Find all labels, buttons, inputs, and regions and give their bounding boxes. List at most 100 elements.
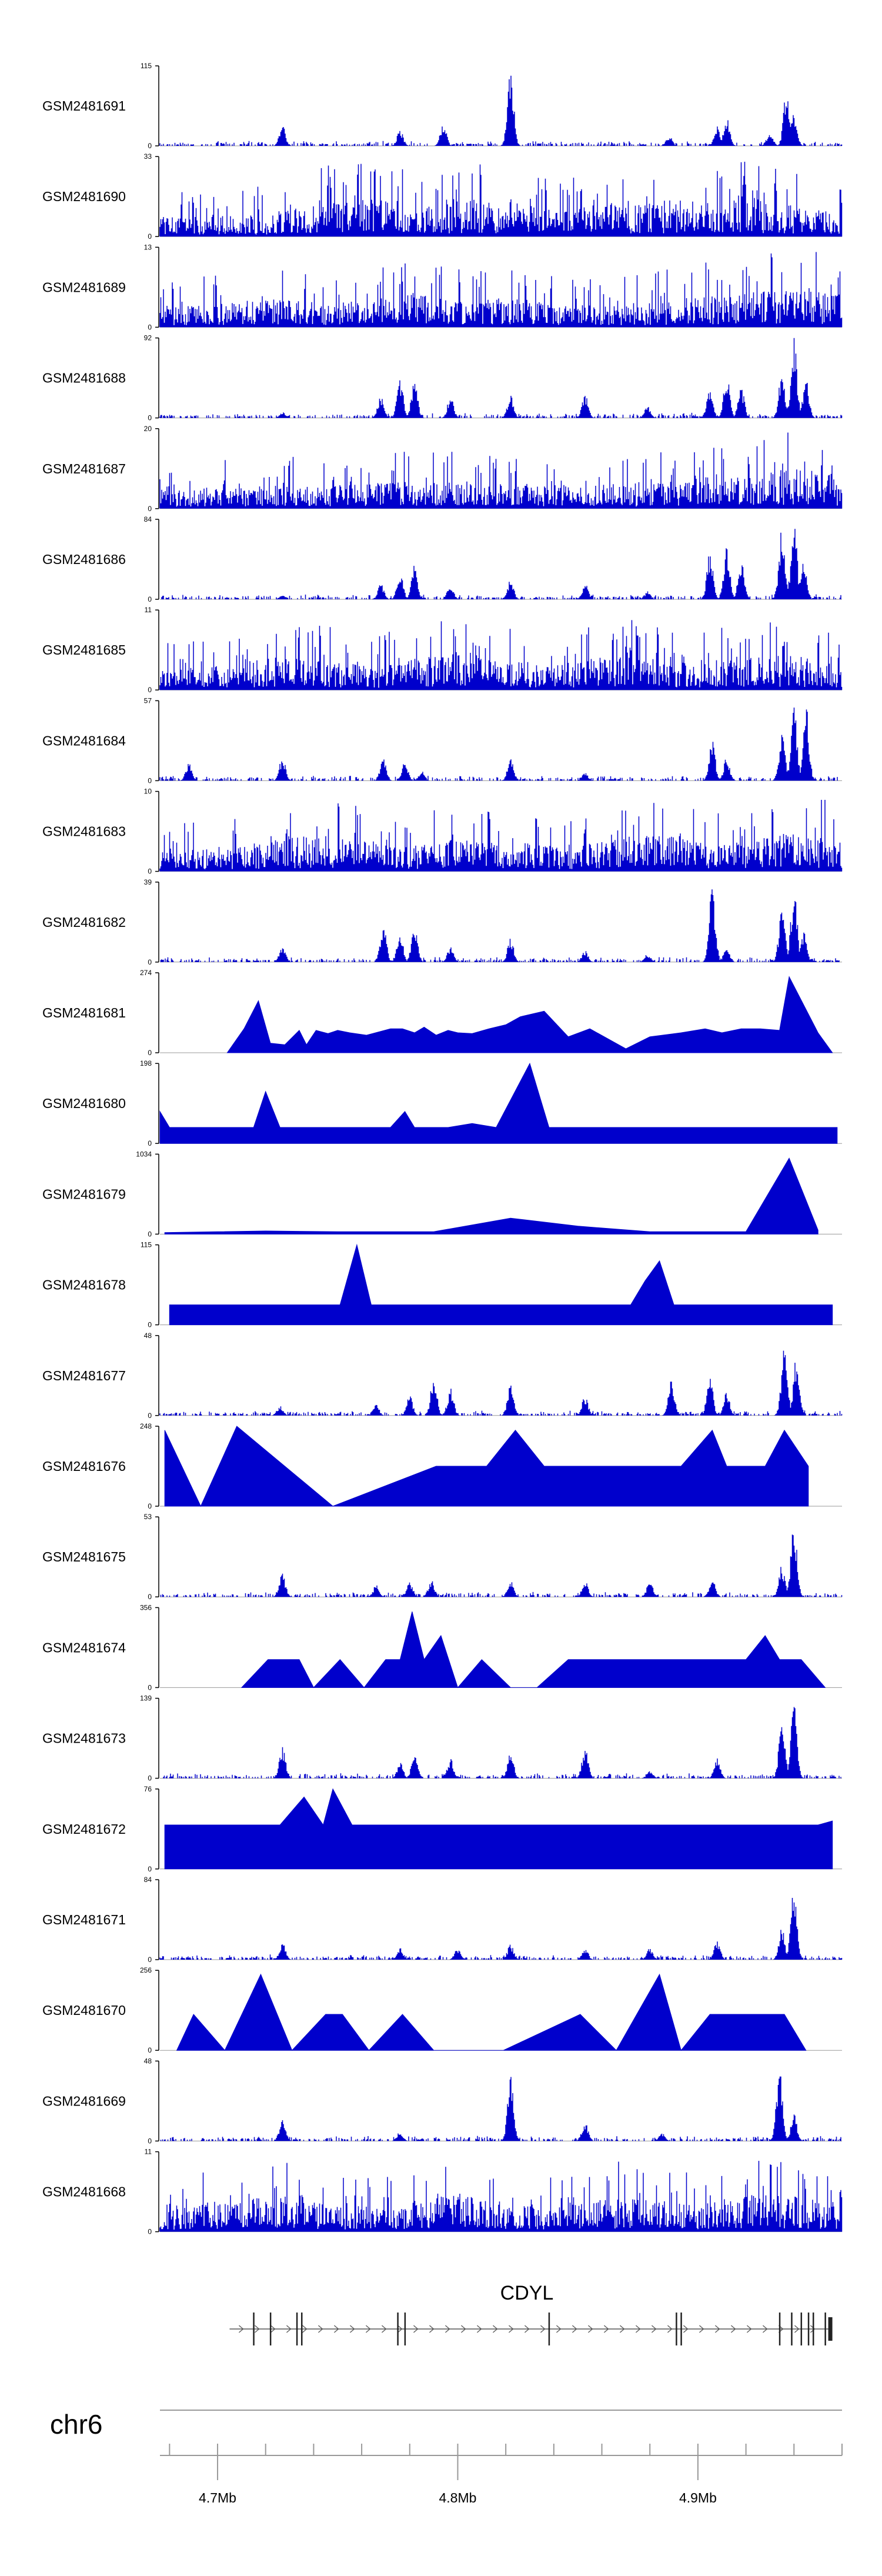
genome-axis-track: chr6 4.7Mb 4.8Mb 4.9Mb	[50, 2409, 843, 2505]
track-signal-area	[164, 1788, 833, 1870]
track-GSM2481689: GSM2481689 13 0	[42, 243, 843, 331]
track-ymin-label: 0	[148, 2228, 152, 2236]
track-GSM2481674: GSM2481674 356 0	[42, 1603, 842, 1691]
strand-arrow	[588, 2325, 593, 2333]
track-label: GSM2481677	[42, 1368, 126, 1383]
track-ymin-label: 0	[148, 2137, 152, 2145]
strand-arrow	[255, 2325, 260, 2333]
strand-arrow	[747, 2325, 752, 2333]
strand-arrow	[699, 2325, 704, 2333]
strand-arrow	[429, 2325, 435, 2333]
strand-arrow	[270, 2325, 276, 2333]
track-GSM2481673: GSM2481673 139 0	[42, 1694, 842, 1783]
track-GSM2481669: GSM2481669 48 0	[42, 2057, 842, 2145]
track-label: GSM2481670	[42, 2003, 126, 2018]
track-ymax-label: 115	[141, 1241, 152, 1249]
track-GSM2481671: GSM2481671 84 0	[42, 1876, 843, 1964]
track-label: GSM2481682	[42, 915, 126, 930]
strand-arrow	[524, 2325, 530, 2333]
track-signal-area	[164, 1157, 818, 1234]
track-ymin-label: 0	[148, 1956, 152, 1964]
strand-arrow	[620, 2325, 625, 2333]
track-ymax-label: 20	[144, 425, 152, 433]
track-ymin-label: 0	[148, 1683, 152, 1691]
strand-arrow	[763, 2325, 768, 2333]
track-GSM2481680: GSM2481680 198 0	[42, 1059, 842, 1147]
track-signal-bars	[160, 1534, 843, 1597]
track-signal-area	[226, 976, 833, 1053]
strand-arrow	[683, 2325, 689, 2333]
track-label: GSM2481684	[42, 733, 126, 748]
track-ymin-label: 0	[148, 1593, 152, 1601]
strand-arrow	[493, 2325, 498, 2333]
track-GSM2481684: GSM2481684 57 0	[42, 696, 842, 785]
strand-arrow	[540, 2325, 546, 2333]
gene-exon	[800, 2313, 803, 2345]
track-signal-bars	[161, 529, 841, 599]
gene-exon	[676, 2313, 677, 2345]
track-label: GSM2481687	[42, 461, 126, 476]
track-GSM2481679: GSM2481679 1034 0	[42, 1150, 842, 1238]
strand-arrow	[334, 2325, 339, 2333]
signal-tracks: GSM2481691 115 0 GSM2481690 33 0 GSM2481689 13 0…	[42, 62, 843, 2236]
track-ymax-label: 33	[144, 152, 152, 161]
track-ymax-label: 256	[140, 1966, 152, 1974]
strand-arrow	[461, 2325, 466, 2333]
track-ymax-label: 356	[140, 1603, 152, 1611]
track-ymax-label: 48	[144, 2057, 152, 2065]
strand-arrow	[572, 2325, 577, 2333]
track-GSM2481678: GSM2481678 115 0	[42, 1241, 842, 1329]
track-label: GSM2481686	[42, 552, 126, 567]
track-label: GSM2481689	[42, 279, 126, 295]
track-GSM2481677: GSM2481677 48 0	[42, 1332, 843, 1420]
gene-exon	[828, 2317, 833, 2341]
strand-arrow	[286, 2325, 292, 2333]
track-GSM2481685: GSM2481685 11 0	[42, 606, 843, 694]
track-signal-bars	[159, 620, 843, 690]
track-ymax-label: 198	[140, 1059, 152, 1067]
track-ymin-label: 0	[148, 1321, 152, 1329]
track-label: GSM2481688	[42, 371, 126, 386]
strand-arrow	[382, 2325, 387, 2333]
track-ymax-label: 76	[144, 1785, 152, 1793]
gene-model	[229, 2313, 833, 2345]
track-signal-bars	[159, 432, 843, 509]
strand-arrow	[731, 2325, 736, 2333]
gene-exon	[824, 2313, 826, 2345]
axis-ticks: 4.7Mb 4.8Mb 4.9Mb	[169, 2444, 843, 2505]
track-label: GSM2481675	[42, 1549, 126, 1564]
strand-arrow	[794, 2325, 800, 2333]
track-ymax-label: 53	[144, 1513, 152, 1521]
strand-arrow	[636, 2325, 641, 2333]
track-signal-bars	[160, 889, 840, 962]
track-GSM2481670: GSM2481670 256 0	[42, 1966, 842, 2054]
track-signal-bars	[159, 1898, 843, 1960]
track-ymax-label: 274	[140, 969, 152, 977]
strand-arrow	[366, 2325, 371, 2333]
gene-exon	[812, 2313, 814, 2345]
track-GSM2481682: GSM2481682 39 0	[42, 878, 842, 966]
track-ymax-label: 84	[144, 515, 152, 523]
track-ymin-label: 0	[148, 1502, 152, 1510]
strand-arrow	[318, 2325, 323, 2333]
strand-arrow	[715, 2325, 720, 2333]
track-ymin-label: 0	[148, 1049, 152, 1057]
track-GSM2481686: GSM2481686 84 0	[42, 515, 842, 603]
track-signal-area	[164, 1426, 809, 1507]
track-ymin-label: 0	[148, 867, 152, 876]
track-label: GSM2481679	[42, 1186, 126, 1202]
track-label: GSM2481672	[42, 1821, 126, 1837]
track-ymax-label: 57	[144, 696, 152, 705]
track-label: GSM2481685	[42, 642, 126, 658]
track-ymin-label: 0	[148, 1230, 152, 1238]
track-signal-bars	[159, 708, 838, 781]
strand-arrow	[477, 2325, 482, 2333]
track-GSM2481691: GSM2481691 115 0	[42, 62, 843, 150]
axis-tick-label: 4.9Mb	[679, 2490, 717, 2505]
track-signal-bars	[159, 338, 843, 418]
track-ymax-label: 11	[145, 2148, 152, 2156]
track-ymax-label: 1034	[136, 1150, 152, 1158]
track-ymin-label: 0	[148, 142, 152, 150]
gene-exon	[548, 2313, 550, 2345]
track-ymin-label: 0	[148, 1774, 152, 1783]
